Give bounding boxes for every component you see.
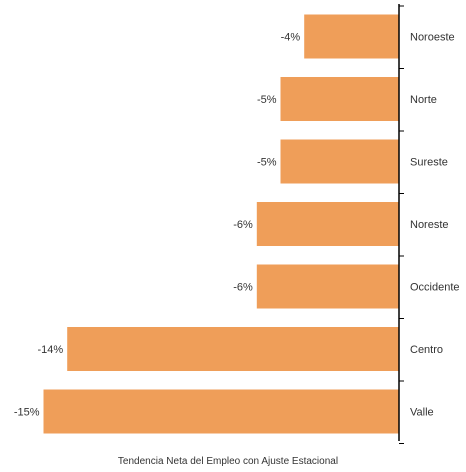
data-label-occidente: -6% bbox=[233, 282, 253, 294]
data-label-norte: -5% bbox=[257, 94, 277, 106]
bar-valle bbox=[43, 389, 399, 434]
data-label-centro: -14% bbox=[38, 344, 64, 356]
category-label-noreste: Noreste bbox=[410, 219, 449, 231]
category-label-sureste: Sureste bbox=[410, 157, 448, 169]
bar-noroeste bbox=[304, 14, 399, 59]
data-label-noreste: -6% bbox=[233, 219, 253, 231]
bar-centro bbox=[67, 327, 399, 371]
data-label-sureste: -5% bbox=[257, 157, 277, 169]
bar-noreste bbox=[256, 202, 399, 246]
bar-norte bbox=[280, 77, 399, 121]
category-label-valle: Valle bbox=[410, 407, 434, 419]
category-label-norte: Norte bbox=[410, 94, 437, 106]
category-label-centro: Centro bbox=[410, 344, 443, 356]
bar-sureste bbox=[280, 139, 399, 184]
category-label-noroeste: Noroeste bbox=[410, 32, 455, 44]
bar-occidente bbox=[256, 264, 399, 309]
data-label-valle: -15% bbox=[14, 407, 40, 419]
bars-group: -4% -5% -5% -6% -6% -14% -15% bbox=[14, 14, 399, 434]
category-axis: Noroeste Norte Sureste Noreste Occidente Cent… bbox=[398, 4, 460, 444]
data-label-noroeste: -4% bbox=[281, 32, 301, 44]
x-axis-label: Tendencia Neta del Empleo con Ajuste Est… bbox=[118, 456, 338, 467]
category-label-occidente: Occidente bbox=[410, 282, 460, 294]
